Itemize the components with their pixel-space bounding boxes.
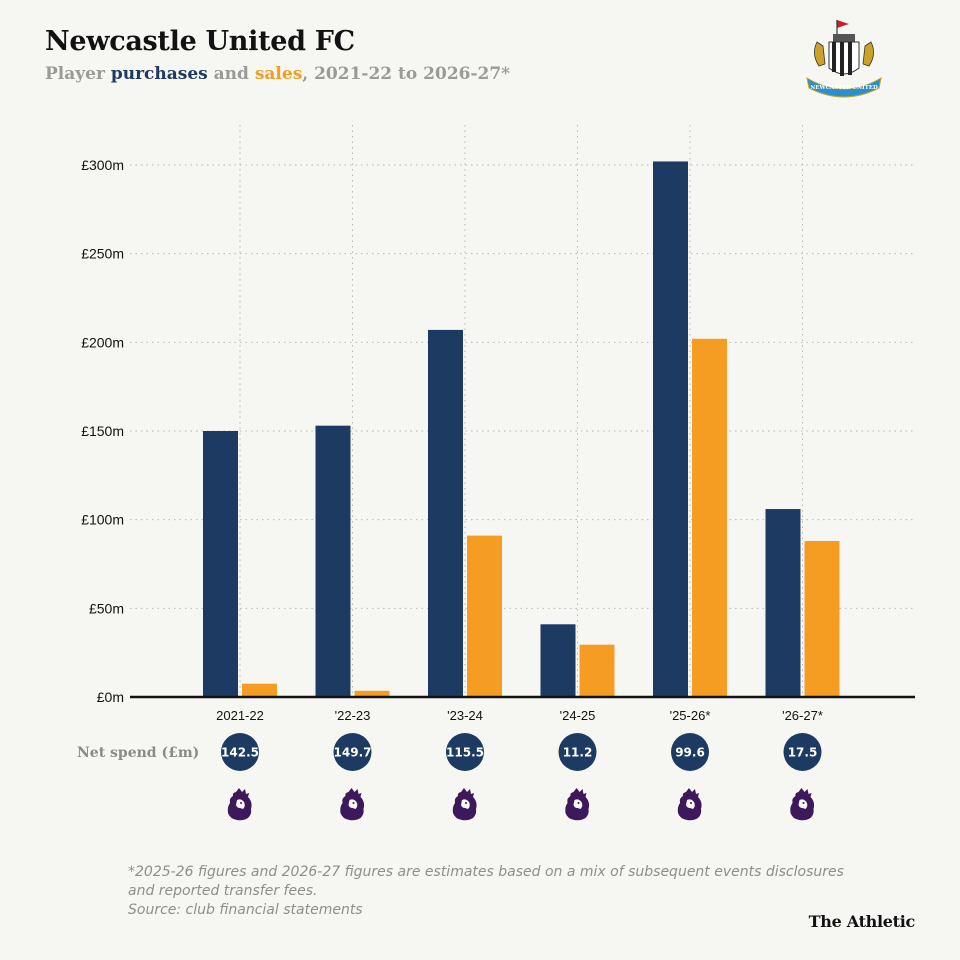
- premier-league-lion-icon: [452, 788, 477, 821]
- y-tick-label: £250m: [81, 246, 124, 262]
- bar-purchases: [428, 329, 463, 697]
- x-tick-label: '23-24: [447, 708, 483, 723]
- net-spend-value: 142.5: [221, 746, 259, 760]
- net-spend-value: 17.5: [788, 746, 818, 760]
- subtitle-prefix: Player: [45, 64, 111, 84]
- grid-layer: £0m £50m £100m £150m £200m £250m £300m: [81, 125, 915, 705]
- net-spend-badge: [671, 733, 709, 771]
- net-spend-badge: [221, 733, 259, 771]
- net-spend-badge: [333, 733, 372, 771]
- y-tick-label: £50m: [89, 600, 124, 616]
- premier-league-lion-icon: [565, 788, 590, 821]
- footnote: *2025-26 figures and 2026-27 figures are…: [128, 863, 848, 920]
- the-athletic-logo: The Athletic: [808, 912, 916, 931]
- premier-league-lion-icon: [227, 788, 252, 821]
- labels-layer: 2021-22 '22-23 '23-24 '24-25 '25-26* '26-27*: [216, 708, 823, 723]
- subtitle-suffix: , 2021-22 to 2026-27*: [302, 64, 511, 84]
- bar-sales: [579, 644, 615, 697]
- bar-sales: [692, 338, 727, 697]
- footnote-source: Source: club financial statements: [128, 902, 363, 918]
- net-spend-label: Net spend (£m): [77, 745, 199, 761]
- y-tick-label: £200m: [81, 334, 124, 350]
- bar-purchases: [315, 425, 351, 697]
- bars-layer: [130, 161, 915, 699]
- bar-sales: [242, 683, 277, 697]
- net-spend-badge: [446, 733, 484, 771]
- bar-purchases: [765, 509, 801, 697]
- footnote-line-1: *2025-26 figures and 2026-27 figures are…: [128, 864, 844, 880]
- net-spend-badge: [783, 733, 822, 771]
- x-tick-label: 2021-22: [216, 708, 264, 723]
- net-spend-badge: [558, 733, 597, 771]
- bar-purchases: [653, 161, 688, 697]
- x-tick-label: '26-27*: [782, 708, 823, 723]
- net-spend-value: 99.6: [675, 746, 705, 760]
- bar-sales: [467, 535, 502, 697]
- subtitle-and: and: [207, 64, 255, 84]
- newcastle-crest-logo: NEWCASTLE UNITED: [806, 20, 882, 98]
- bar-sales: [804, 540, 840, 697]
- x-tick-label: '25-26*: [670, 708, 711, 723]
- x-tick-label: '22-23: [335, 708, 371, 723]
- net-spend-value: 149.7: [334, 746, 372, 760]
- premier-league-lion-icon: [790, 788, 815, 821]
- premier-league-icon-row: [227, 788, 815, 821]
- bar-purchases: [540, 624, 576, 697]
- premier-league-lion-icon: [677, 788, 702, 821]
- y-tick-label: £300m: [81, 157, 124, 173]
- premier-league-lion-icon: [340, 788, 365, 821]
- net-spend-value: 11.2: [563, 746, 593, 760]
- y-tick-label: £100m: [81, 512, 124, 528]
- y-tick-label: £150m: [81, 423, 124, 439]
- y-tick-label: £0m: [97, 689, 124, 705]
- subtitle-sales: sales: [254, 64, 303, 84]
- bar-sales: [354, 690, 390, 697]
- net-spend-row: 142.5 149.7 115.5 11.2 99.6 17.5: [221, 733, 822, 771]
- x-tick-label: '24-25: [560, 708, 596, 723]
- chart-subtitle: Player purchases and sales, 2021-22 to 2…: [45, 64, 510, 84]
- subtitle-purchases: purchases: [110, 64, 208, 84]
- crest-text: NEWCASTLE UNITED: [810, 85, 878, 91]
- bar-purchases: [203, 431, 238, 697]
- footnote-line-2: and reported transfer fees.: [128, 883, 318, 899]
- net-spend-value: 115.5: [446, 746, 484, 760]
- chart-title: Newcastle United FC: [45, 26, 355, 57]
